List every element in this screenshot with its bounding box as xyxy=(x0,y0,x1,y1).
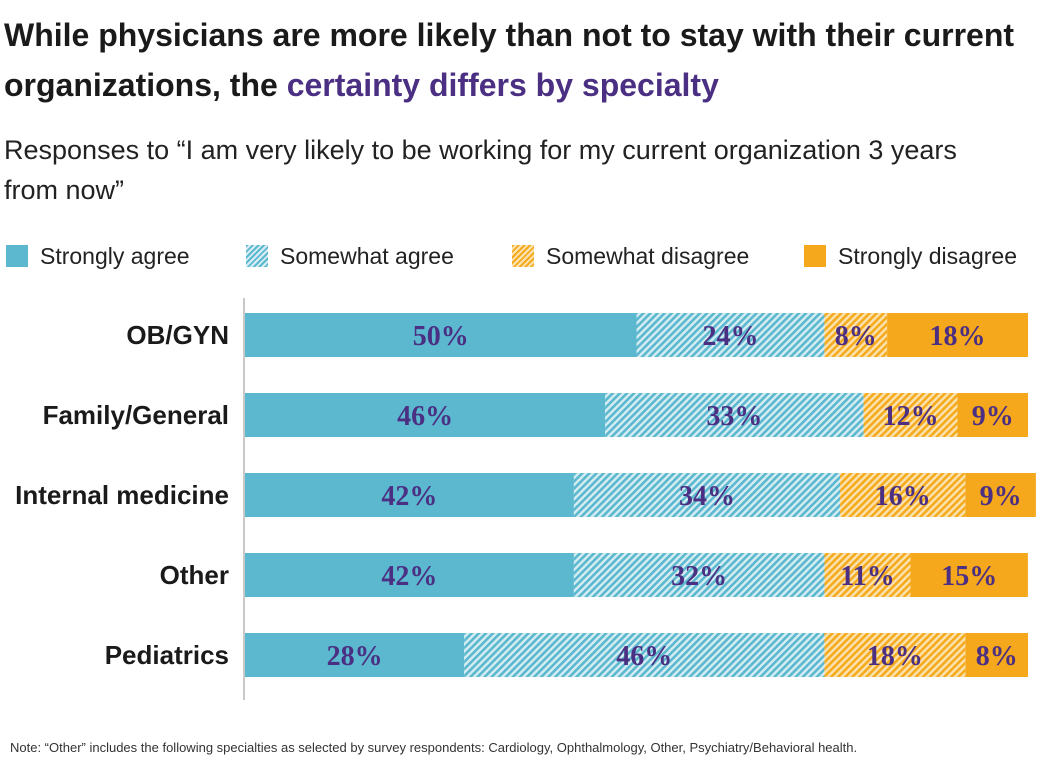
legend-item-strongly-disagree: Strongly disagree xyxy=(804,236,1017,276)
value-label-pediatrics-strongly-agree: 28% xyxy=(327,641,383,672)
bar-ob-gyn-strongly-agree xyxy=(245,313,637,357)
bar-ob-gyn-somewhat-disagree xyxy=(824,313,887,357)
bars-group: OB/GYN 50% 24% 8% 18% Family/General 46% 33% 12%… xyxy=(15,313,1036,677)
legend-label: Somewhat disagree xyxy=(546,242,750,269)
value-label-internal-medicine-strongly-agree: 42% xyxy=(381,481,437,512)
legend-item-somewhat-disagree: Somewhat disagree xyxy=(512,236,749,276)
bar-internal-medicine-somewhat-agree xyxy=(573,473,841,517)
bar-other-somewhat-disagree xyxy=(824,553,911,597)
bar-other-strongly-agree xyxy=(245,553,574,597)
bar-internal-medicine-somewhat-disagree xyxy=(840,473,966,517)
legend-swatch-strongly-agree xyxy=(6,245,28,267)
value-label-pediatrics-somewhat-agree: 46% xyxy=(616,641,672,672)
title-main: While physicians are more likely than no… xyxy=(4,17,1015,103)
stacked-bar-chart: OB/GYN 50% 24% 8% 18% Family/General 46% 33% 12%… xyxy=(15,313,1036,677)
category-label-pediatrics: Pediatrics xyxy=(105,640,229,670)
value-label-ob-gyn-somewhat-disagree: 8% xyxy=(835,321,877,352)
bar-other-strongly-disagree xyxy=(910,553,1028,597)
category-label-family-general: Family/General xyxy=(43,400,229,430)
title-accent: certainty differs by specialty xyxy=(286,67,719,103)
value-label-pediatrics-somewhat-disagree: 18% xyxy=(867,641,923,672)
legend-swatch-strongly-disagree xyxy=(804,245,826,267)
value-label-family-general-somewhat-disagree: 12% xyxy=(883,401,939,432)
category-axis-line xyxy=(243,298,245,700)
bar-other-somewhat-agree xyxy=(573,553,825,597)
legend-item-strongly-agree: Strongly agree xyxy=(6,236,190,276)
value-label-family-general-strongly-agree: 46% xyxy=(397,401,453,432)
bar-pediatrics-somewhat-disagree xyxy=(824,633,966,677)
bar-ob-gyn-somewhat-agree xyxy=(636,313,825,357)
value-label-other-somewhat-agree: 32% xyxy=(671,561,727,592)
value-label-internal-medicine-strongly-disagree: 9% xyxy=(980,481,1022,512)
bar-pediatrics-strongly-disagree xyxy=(965,633,1028,677)
legend-item-somewhat-agree: Somewhat agree xyxy=(246,236,454,276)
chart-subtitle: Responses to “I am very likely to be wor… xyxy=(4,135,957,205)
category-label-internal-medicine: Internal medicine xyxy=(15,480,229,510)
bar-pediatrics-somewhat-agree xyxy=(464,633,825,677)
value-label-other-strongly-agree: 42% xyxy=(381,561,437,592)
footnote: Note: “Other” includes the following spe… xyxy=(10,740,858,755)
bar-internal-medicine-strongly-agree xyxy=(245,473,574,517)
value-label-other-somewhat-disagree: 11% xyxy=(840,561,894,592)
legend-swatch-somewhat-agree xyxy=(246,245,268,267)
legend: Strongly agree Somewhat agree Somewhat d… xyxy=(0,236,1060,276)
value-label-family-general-somewhat-agree: 33% xyxy=(706,401,762,432)
bar-family-general-somewhat-disagree xyxy=(863,393,958,437)
bar-internal-medicine-strongly-disagree xyxy=(965,473,1036,517)
bar-family-general-strongly-disagree xyxy=(957,393,1028,437)
bar-ob-gyn-strongly-disagree xyxy=(887,313,1028,357)
legend-swatch-somewhat-disagree xyxy=(512,245,534,267)
bar-family-general-strongly-agree xyxy=(245,393,606,437)
legend-label: Strongly agree xyxy=(40,242,190,269)
value-label-pediatrics-strongly-disagree: 8% xyxy=(976,641,1018,672)
bar-pediatrics-strongly-agree xyxy=(245,633,465,677)
value-label-ob-gyn-somewhat-agree: 24% xyxy=(703,321,759,352)
value-label-other-strongly-disagree: 15% xyxy=(941,561,997,592)
category-label-other: Other xyxy=(160,560,229,590)
chart-title: While physicians are more likely than no… xyxy=(4,10,1054,110)
value-label-internal-medicine-somewhat-agree: 34% xyxy=(679,481,735,512)
value-label-internal-medicine-somewhat-disagree: 16% xyxy=(875,481,931,512)
bar-family-general-somewhat-agree xyxy=(605,393,864,437)
category-label-ob-gyn: OB/GYN xyxy=(126,320,229,350)
value-label-ob-gyn-strongly-disagree: 18% xyxy=(930,321,986,352)
value-label-family-general-strongly-disagree: 9% xyxy=(972,401,1014,432)
legend-label: Strongly disagree xyxy=(838,242,1017,269)
value-label-ob-gyn-strongly-agree: 50% xyxy=(413,321,469,352)
legend-label: Somewhat agree xyxy=(280,242,454,269)
